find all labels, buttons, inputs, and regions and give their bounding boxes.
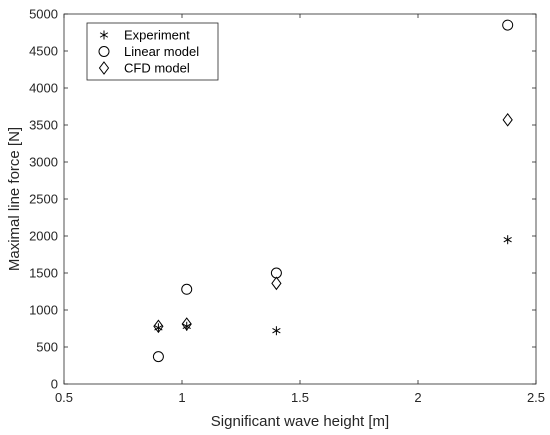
x-tick-label: 0.5 [55,390,73,405]
y-tick-label: 3500 [29,118,58,133]
legend-asterisk-icon [99,30,109,40]
x-tick-label: 2.5 [527,390,545,405]
y-tick-label: 1000 [29,303,58,318]
x-tick-label: 2 [414,390,421,405]
x-tick-label: 1 [178,390,185,405]
y-tick-label: 0 [51,377,58,392]
circle-point [181,283,193,295]
y-tick-label: 2000 [29,229,58,244]
y-tick-label: 1500 [29,266,58,281]
legend-entry-label: Experiment [124,28,190,43]
y-tick-label: 3000 [29,155,58,170]
y-tick-label: 4500 [29,44,58,59]
y-axis-label: Maximal line force [N] [6,127,23,271]
legend-diamond-icon [98,61,110,75]
circle-point [152,351,164,363]
x-tick-label: 1.5 [291,390,309,405]
diamond-point [271,276,282,291]
y-tick-label: 4000 [29,81,58,96]
asterisk-point [503,235,512,245]
diamond-point [181,317,192,331]
y-tick-label: 500 [36,340,58,355]
y-tick-label: 2500 [29,192,58,207]
axis-ticks: 0.5 1 1.5 2 2.5 0 500 1000 1500 2000 2500 3000 3500 4… [29,7,545,406]
x-axis-label: Significant wave height [m] [211,413,389,430]
legend-entry-label: CFD model [124,61,190,76]
circle-point [502,19,514,31]
legend-circle-icon [98,46,110,57]
y-tick-label: 5000 [29,7,58,22]
diamond-point [153,319,164,334]
data-points [152,19,514,363]
asterisk-point [272,326,281,336]
legend-entry-label: Linear model [124,44,199,59]
diamond-point [502,112,513,127]
